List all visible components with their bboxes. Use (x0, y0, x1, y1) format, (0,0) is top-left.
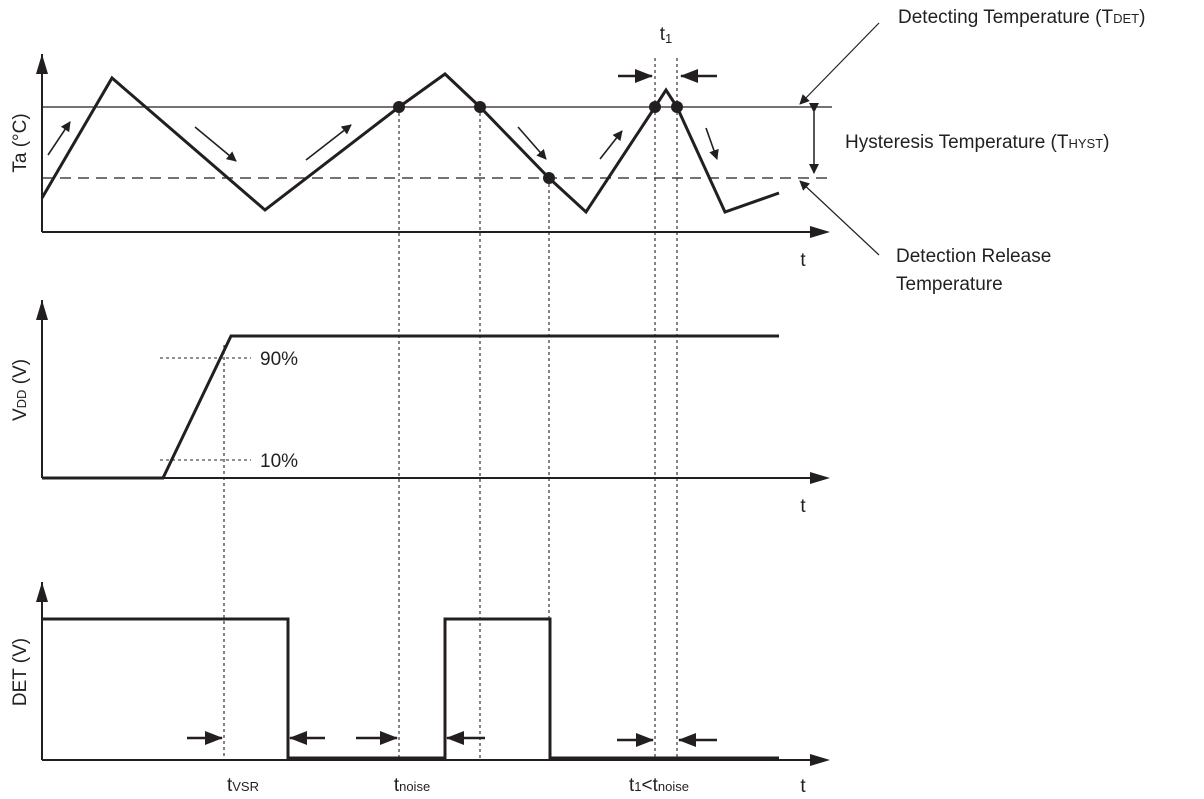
vertical-guide-lines (223, 58, 678, 760)
ta-y-arrowhead (36, 54, 48, 74)
vdd-90-percent-label: 90% (260, 349, 298, 370)
t1-label: t1 (660, 24, 673, 46)
falling-direction-arrow (705, 127, 719, 160)
vdd-waveform (42, 334, 779, 480)
det-time-label: t (800, 776, 806, 797)
detecting-temperature-label: Detecting Temperature (TDET) (898, 7, 1145, 28)
det-y-arrowhead (36, 582, 48, 602)
falling-direction-arrow (194, 126, 237, 162)
ta-axis-label: Ta (°C) (10, 113, 31, 172)
ta-time-label: t (800, 250, 806, 271)
det-x-arrowhead (810, 754, 830, 766)
tnoise-label: tnoise (394, 775, 430, 796)
release-temperature-callout (799, 180, 880, 256)
det-waveform (42, 617, 779, 760)
hysteresis-temperature-label: Hysteresis Temperature (THYST) (845, 132, 1110, 153)
ta-panel: Ta (°C) t t1 Detecting Temperature (TDET… (10, 7, 1145, 295)
vdd-10-percent-label: 10% (260, 451, 298, 472)
ta-x-arrowhead (810, 226, 830, 238)
rising-direction-arrow (599, 130, 623, 160)
vdd-y-arrowhead (36, 300, 48, 320)
falling-direction-arrow (517, 126, 547, 160)
vdd-panel: 90% 10% VDD (V) t (10, 300, 830, 517)
det-panel: tVSR tnoise t1<tnoise DET (V) t (10, 582, 830, 797)
release-temperature-label-line2: Temperature (896, 274, 1003, 295)
tvsr-label: tVSR (227, 775, 259, 796)
t1-less-than-tnoise-label: t1<tnoise (629, 775, 689, 796)
rising-direction-arrow (47, 121, 71, 156)
vdd-x-arrowhead (810, 472, 830, 484)
det-axis-label: DET (V) (10, 638, 31, 706)
vdd-axis-label: VDD (V) (10, 359, 31, 421)
release-temperature-label-line1: Detection Release (896, 246, 1051, 267)
detecting-temperature-callout (799, 22, 880, 105)
ta-temperature-waveform (40, 72, 780, 215)
rising-direction-arrow (305, 124, 352, 161)
vdd-time-label: t (800, 496, 806, 517)
